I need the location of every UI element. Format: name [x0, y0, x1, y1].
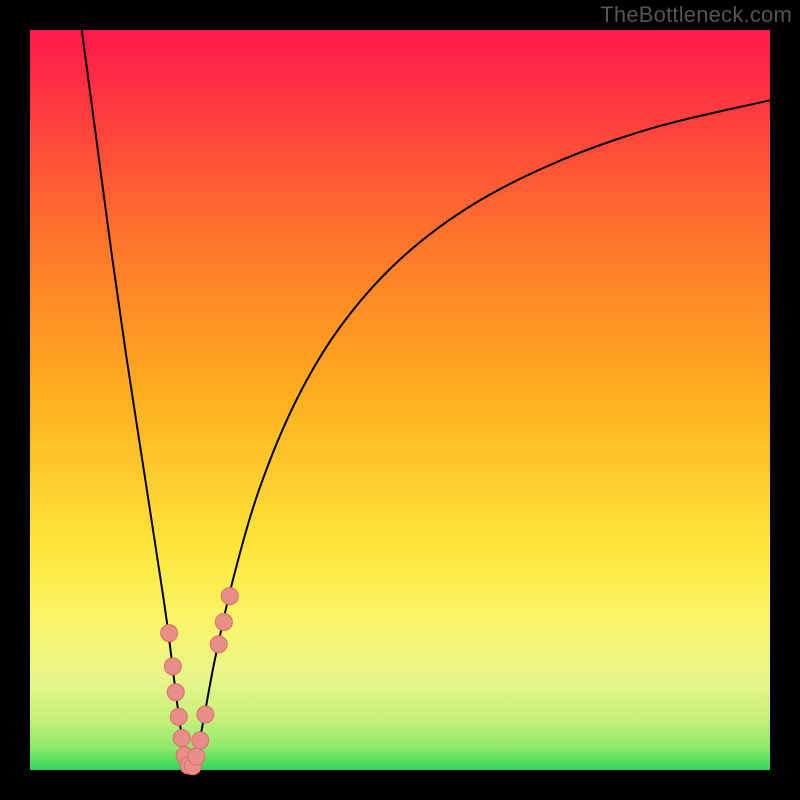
- data-marker: [173, 730, 190, 747]
- data-marker: [192, 732, 209, 749]
- chart-container: TheBottleneck.com: [0, 0, 800, 800]
- data-marker: [164, 658, 181, 675]
- data-marker: [197, 706, 214, 723]
- bottleneck-chart: [0, 0, 800, 800]
- data-marker: [188, 748, 205, 765]
- plot-background: [30, 30, 770, 770]
- data-marker: [215, 614, 232, 631]
- data-marker: [221, 588, 238, 605]
- data-marker: [170, 708, 187, 725]
- data-marker: [161, 625, 178, 642]
- data-marker: [167, 684, 184, 701]
- data-marker: [210, 636, 227, 653]
- watermark-text: TheBottleneck.com: [600, 2, 792, 28]
